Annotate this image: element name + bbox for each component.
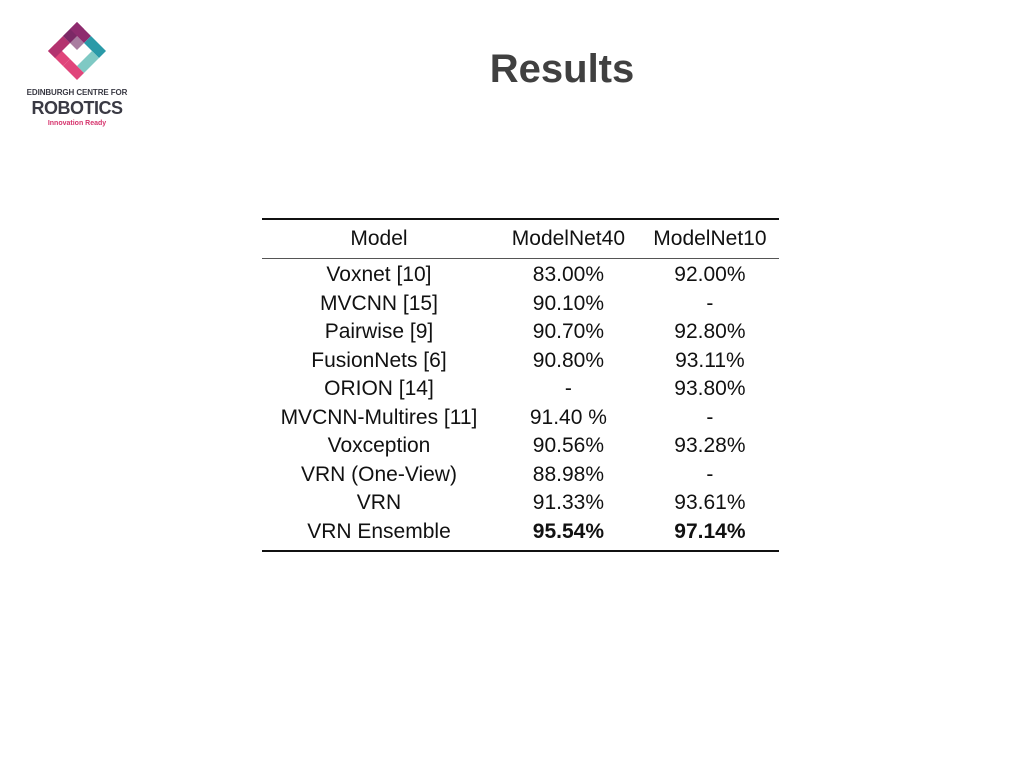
table-row: MVCNN [15] 90.10% -: [262, 290, 779, 319]
table-row: VRN (One-View) 88.98% -: [262, 461, 779, 490]
cell-model: Pairwise [9]: [324, 320, 434, 344]
table-row: FusionNets [6] 90.80% 93.11%: [262, 347, 779, 376]
table-body: Voxnet [10] 83.00% 92.00% MVCNN [15] 90.…: [262, 259, 779, 551]
table-row: Voxnet [10] 83.00% 92.00%: [262, 259, 779, 290]
edinburgh-robotics-logo: EDINBURGH CENTRE FOR ROBOTICS Innovation…: [22, 20, 132, 132]
robotics-logo-mark-icon: [48, 22, 106, 80]
table-row: ORION [14] - 93.80%: [262, 375, 779, 404]
table-row-best: VRN Ensemble 95.54% 97.14%: [262, 518, 779, 551]
cell-model: MVCNN-Multires [11]: [280, 405, 478, 429]
logo-tagline: Innovation Ready: [47, 120, 107, 127]
header-model: Model: [350, 227, 408, 250]
slide-title: Results: [489, 47, 635, 91]
cell-modelnet10: 92.00%: [674, 263, 746, 287]
cell-modelnet10: 93.80%: [674, 377, 746, 401]
cell-model: VRN: [356, 491, 402, 515]
cell-model: Voxnet [10]: [326, 263, 432, 287]
table-row: MVCNN-Multires [11] 91.40 % -: [262, 404, 779, 433]
cell-modelnet10: 93.61%: [674, 491, 746, 515]
header-modelnet10: ModelNet10: [653, 227, 767, 250]
cell-model: VRN (One-View): [300, 462, 457, 486]
header-modelnet40: ModelNet40: [511, 227, 625, 250]
cell-model: MVCNN [15]: [320, 291, 438, 315]
cell-modelnet10: 93.28%: [674, 434, 746, 458]
cell-modelnet40: -: [564, 377, 572, 401]
table-row: VRN 91.33% 93.61%: [262, 489, 779, 518]
table-row: Pairwise [9] 90.70% 92.80%: [262, 318, 779, 347]
cell-modelnet10: 92.80%: [674, 320, 746, 344]
cell-modelnet40: 91.33%: [532, 491, 604, 515]
cell-modelnet10: -: [706, 462, 714, 486]
cell-model: VRN Ensemble: [307, 519, 451, 543]
cell-model: Voxception: [327, 434, 431, 458]
logo-text-edinburgh: EDINBURGH CENTRE FOR: [26, 88, 128, 97]
cell-modelnet40: 90.70%: [532, 320, 604, 344]
cell-modelnet40: 90.10%: [532, 291, 604, 315]
cell-modelnet40: 91.40 %: [529, 405, 607, 429]
cell-modelnet40: 90.56%: [532, 434, 604, 458]
cell-modelnet40: 83.00%: [532, 263, 604, 287]
logo-text-robotics: ROBOTICS: [31, 98, 123, 118]
cell-modelnet40: 88.98%: [532, 462, 604, 486]
cell-modelnet10: -: [706, 405, 714, 429]
cell-modelnet40-best: 95.54%: [532, 519, 604, 543]
cell-modelnet10-best: 97.14%: [674, 519, 746, 543]
cell-model: ORION [14]: [324, 377, 434, 401]
table-header: Model ModelNet40 ModelNet10: [262, 219, 779, 259]
cell-modelnet40: 90.80%: [532, 348, 604, 372]
cell-modelnet10: -: [706, 291, 714, 315]
table-row: Voxception 90.56% 93.28%: [262, 432, 779, 461]
table-header-row: Model ModelNet40 ModelNet10: [262, 219, 779, 259]
results-table: Model ModelNet40 ModelNet10 Voxnet [10] …: [262, 218, 779, 552]
cell-model: FusionNets [6]: [311, 348, 447, 372]
cell-modelnet10: 93.11%: [675, 348, 745, 372]
